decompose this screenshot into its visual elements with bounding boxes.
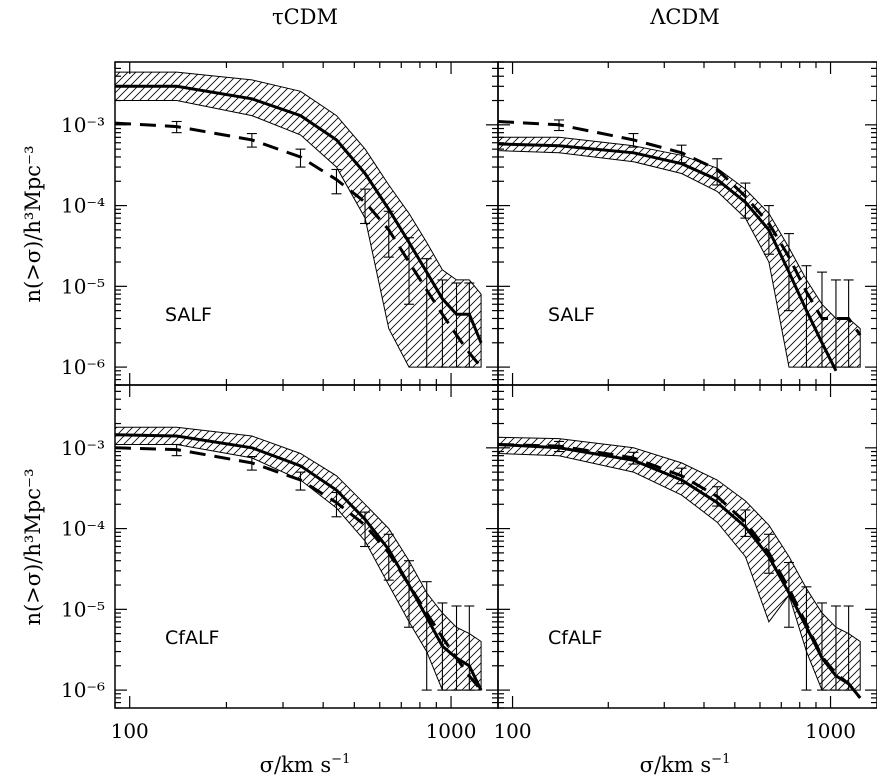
column-title-left: τCDM [272,5,338,29]
plot-area [498,436,862,699]
uncertainty-band [498,436,861,691]
y-axis-label-bottom: n(>σ)/h³Mpc⁻³ [21,468,45,625]
dashed-series-line [498,443,862,699]
y-tick-label: 10⁻⁶ [61,678,105,702]
x-tick-label: 1000 [805,719,856,743]
x-axis-label-left: σ/km s−1 [260,752,351,777]
dashed-series-line [115,446,483,692]
x-tick-label: 100 [493,719,531,743]
panel-4: 100 1000 CfALF [493,384,877,743]
panel-label: SALF [165,304,212,326]
x-tick-label: 1000 [426,719,477,743]
plot-area [498,119,862,372]
column-title-right: ΛCDM [649,5,720,29]
uncertainty-band [498,136,861,368]
y-tick-label: 10⁻⁵ [61,597,105,621]
x-tick-label: 100 [111,719,149,743]
panel-label: CfALF [165,627,219,649]
dashed-series-line [498,120,862,336]
y-tick-label: 10⁻⁵ [61,274,105,298]
y-tick-label: 10⁻⁴ [61,517,105,541]
y-axis-label-top: n(>σ)/h³Mpc⁻³ [21,145,45,302]
plot-area [115,71,483,369]
y-tick-label: 10⁻³ [61,436,105,460]
y-tick-label: 10⁻⁶ [61,355,105,379]
panel-label: CfALF [548,627,602,649]
plot-area [115,426,483,692]
panel-label: SALF [548,304,595,326]
panel-1: 10⁻³ 10⁻⁴ 10⁻⁵ 10⁻⁶ SALF [61,61,499,386]
x-axis-label-right: σ/km s−1 [640,752,731,777]
y-tick-label: 10⁻³ [61,113,105,137]
panel-2: SALF [497,61,877,386]
dashed-series-line [115,121,483,369]
uncertainty-band [115,71,482,368]
y-tick-label: 10⁻⁴ [61,194,105,218]
